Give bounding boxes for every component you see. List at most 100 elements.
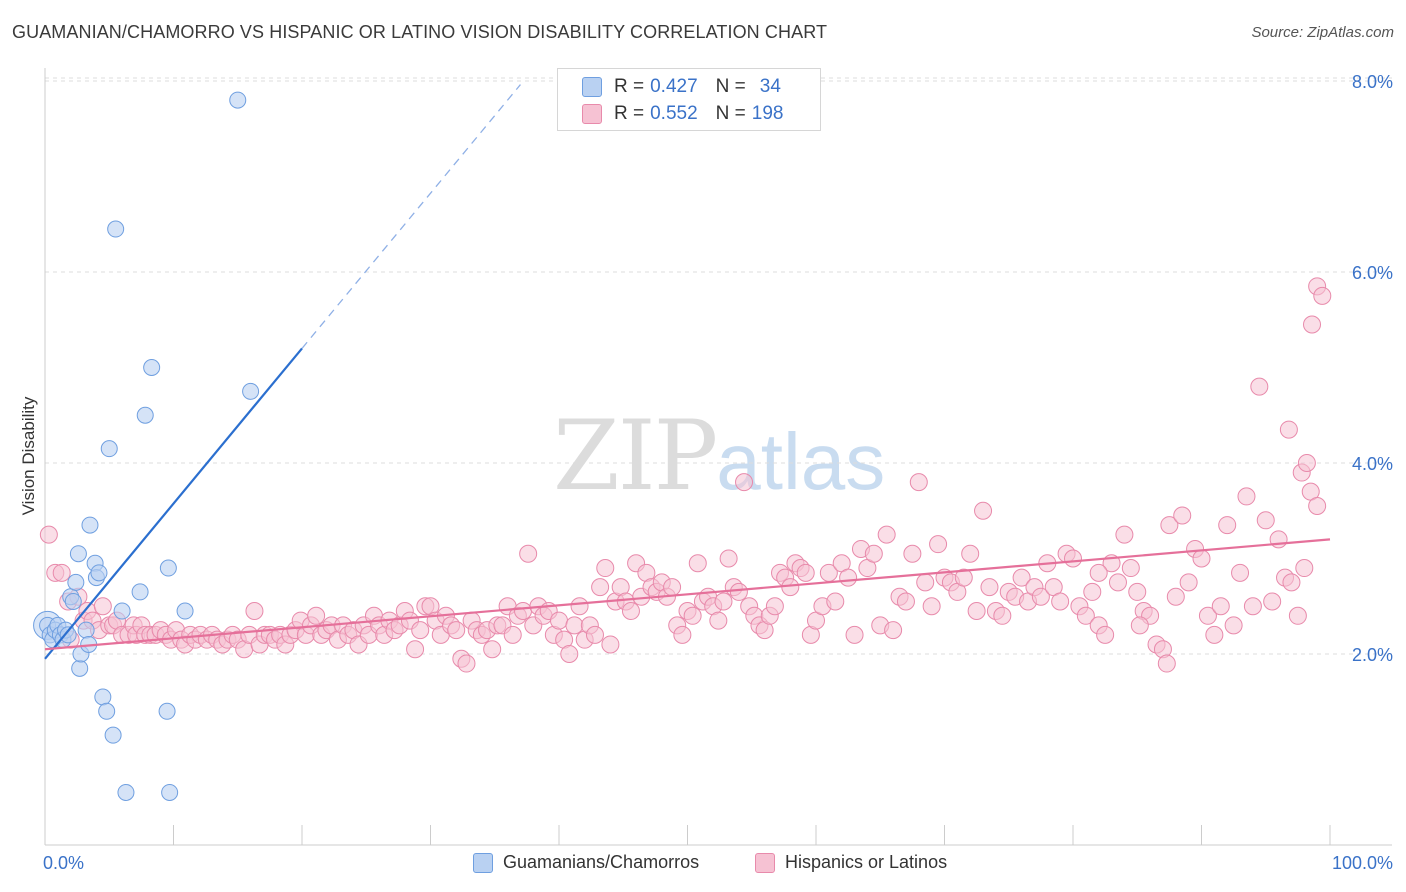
correlation-stats-box: R = 0.427 N = 34 R = 0.552 N = 198 [557, 68, 821, 131]
x-tick-label: 100.0% [1332, 853, 1393, 873]
tick-labels: 2.0% 4.0% 6.0% 8.0% 0.0% 100.0% [43, 72, 1393, 873]
data-point-hispanic [826, 592, 845, 611]
data-point-hispanic [916, 573, 935, 592]
data-point-hispanic [550, 611, 568, 630]
data-point-hispanic [1295, 559, 1314, 578]
data-point-hispanic [709, 611, 728, 630]
data-point-guamanian [94, 688, 112, 706]
data-point-hispanic [1160, 516, 1179, 535]
data-point-hispanic [961, 544, 980, 563]
data-point-hispanic [1128, 582, 1147, 601]
data-point-hispanic [1157, 654, 1176, 673]
data-point-hispanic [1297, 454, 1316, 472]
y-axis-label: Vision Disability [19, 396, 38, 515]
data-point-guamanian [159, 559, 177, 577]
data-point-hispanic [1308, 496, 1327, 515]
data-point-hispanic [1166, 587, 1185, 606]
stats-n-value: 198 [751, 103, 784, 124]
data-point-hispanic [307, 606, 326, 625]
data-point-guamanian [67, 573, 85, 591]
stats-r-label: R = [614, 76, 645, 97]
data-point-hispanic [1243, 597, 1262, 616]
data-point-hispanic [1031, 587, 1050, 606]
y-tick-label: 8.0% [1352, 72, 1393, 92]
data-point-hispanic [93, 597, 112, 616]
data-point-hispanic [1279, 420, 1298, 439]
data-point-guamanian [71, 659, 89, 677]
data-point-guamanian [59, 626, 77, 644]
data-point-hispanic [1089, 563, 1108, 582]
data-point-hispanic [714, 592, 733, 611]
data-point-hispanic [596, 559, 615, 578]
data-point-hispanic [1218, 516, 1237, 535]
data-point-hispanic [1303, 315, 1322, 334]
data-point-guamanian [90, 564, 108, 582]
data-point-hispanic [845, 625, 864, 644]
legend-item-hispanic[interactable]: Hispanics or Latinos [755, 852, 947, 873]
data-point-guamanian [242, 382, 260, 400]
data-point-hispanic [1096, 625, 1115, 644]
stats-row-guamanian: R = 0.427 N = 34 [582, 76, 781, 98]
data-point-hispanic [519, 544, 538, 563]
y-tick-label: 6.0% [1352, 263, 1393, 283]
data-point-hispanic [1231, 563, 1250, 582]
stats-r-value: 0.552 [650, 103, 698, 124]
data-point-hispanic [729, 582, 748, 601]
data-point-hispanic [673, 625, 692, 644]
series-guamanian-points [33, 91, 260, 801]
data-point-hispanic [1313, 286, 1332, 305]
data-point-hispanic [245, 602, 264, 621]
data-point-hispanic [683, 606, 702, 625]
stats-n-value: 34 [759, 76, 781, 97]
data-point-hispanic [877, 525, 896, 544]
legend-label-guamanian: Guamanians/Chamorros [503, 852, 700, 872]
data-point-guamanian [104, 726, 122, 744]
data-point-hispanic [560, 645, 579, 663]
data-point-hispanic [993, 606, 1012, 625]
trend-lines [44, 84, 1331, 660]
data-point-hispanic [1108, 573, 1127, 592]
data-point-guamanian [158, 702, 176, 720]
data-point-hispanic [411, 621, 430, 640]
stats-n-label: N = [715, 76, 746, 97]
data-point-hispanic [980, 578, 999, 597]
data-point-guamanian [113, 602, 131, 620]
data-point-hispanic [406, 640, 425, 659]
y-tick-label: 4.0% [1352, 454, 1393, 474]
data-point-hispanic [585, 625, 604, 644]
data-point-hispanic [1205, 625, 1224, 644]
stats-swatch-hispanic [582, 104, 602, 124]
stats-n-label: N = [715, 103, 746, 124]
data-point-hispanic [52, 563, 71, 582]
chart-title: GUAMANIAN/CHAMORRO VS HISPANIC OR LATINO… [12, 22, 828, 42]
data-point-hispanic [1064, 549, 1082, 568]
data-point-hispanic [967, 602, 986, 621]
source-label: Source: ZipAtlas.com [1251, 24, 1394, 41]
stats-r-value: 0.427 [650, 76, 698, 97]
data-point-guamanian [143, 359, 161, 376]
data-point-hispanic [1121, 559, 1140, 578]
data-point-hispanic [1173, 506, 1192, 525]
data-point-hispanic [1051, 592, 1070, 611]
legend-item-guamanian[interactable]: Guamanians/Chamorros [473, 852, 699, 873]
data-point-guamanian [229, 91, 247, 109]
data-point-hispanic [781, 578, 800, 597]
legend-swatch-guamanian [473, 852, 493, 873]
data-point-guamanian [98, 702, 116, 720]
data-point-hispanic [514, 602, 533, 621]
data-point-hispanic [974, 501, 993, 520]
data-point-hispanic [1012, 568, 1031, 587]
data-point-hispanic [447, 621, 466, 640]
data-point-hispanic [1192, 549, 1211, 568]
legend-label-hispanic: Hispanics or Latinos [785, 852, 948, 872]
legend-swatch-hispanic [755, 852, 775, 873]
data-point-hispanic [570, 597, 589, 616]
data-point-hispanic [796, 563, 815, 582]
data-point-hispanic [591, 578, 610, 597]
data-point-guamanian [161, 783, 179, 801]
data-point-hispanic [1288, 606, 1307, 625]
data-point-hispanic [1224, 616, 1243, 635]
data-point-guamanian [107, 220, 125, 238]
data-point-guamanian [176, 602, 194, 620]
data-point-hispanic [839, 568, 858, 587]
